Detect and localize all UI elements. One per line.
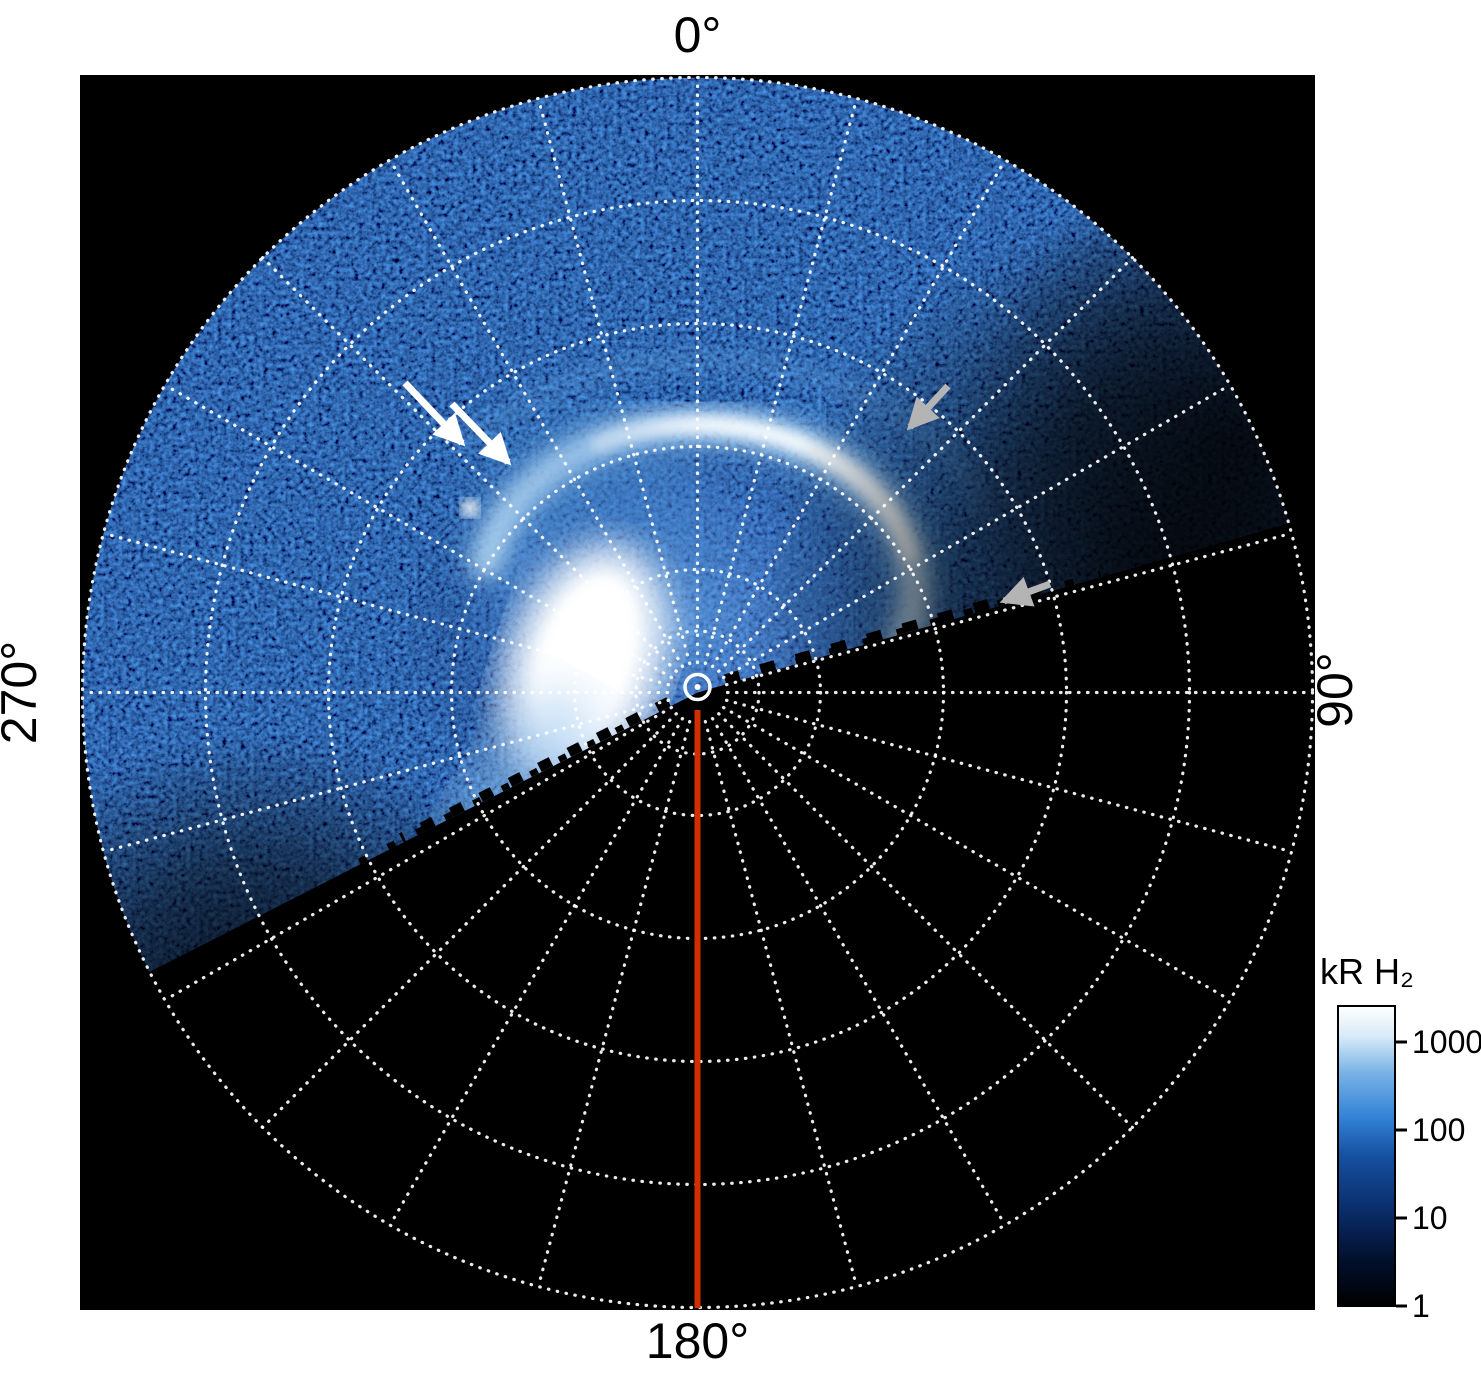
angle-label-top: 0° bbox=[674, 7, 722, 63]
grid-ring bbox=[634, 629, 761, 756]
grid-spoke bbox=[101, 531, 671, 687]
angle-label-bottom: 180° bbox=[646, 1313, 749, 1369]
white-annotation-arrow-2 bbox=[449, 401, 512, 466]
colorbar-title: kR H₂ bbox=[1320, 951, 1414, 992]
colorbar-tick-label-10: 10 bbox=[1412, 1200, 1448, 1236]
colorbar-tick-label-1000: 1000 bbox=[1412, 1024, 1481, 1060]
grid-spoke bbox=[261, 256, 678, 673]
gray-annotation-arrow-1 bbox=[906, 383, 951, 431]
pole-marker bbox=[683, 672, 712, 702]
colorbar-tick-label-1: 1 bbox=[1412, 1288, 1430, 1324]
grid-spoke bbox=[261, 712, 678, 1130]
grid-spoke bbox=[710, 158, 1007, 669]
angle-label-right: 90° bbox=[1307, 652, 1363, 728]
small-bright-spot bbox=[461, 499, 479, 517]
angle-label-left: 270° bbox=[0, 641, 47, 744]
white-annotation-arrow-1 bbox=[402, 380, 466, 447]
grid-ring bbox=[326, 321, 1069, 1064]
grid-spoke bbox=[721, 383, 1232, 680]
gray-annotation-arrow-2 bbox=[999, 576, 1052, 607]
grid-spoke bbox=[163, 383, 674, 680]
grid-spoke bbox=[721, 705, 1232, 1002]
grid-spoke bbox=[388, 716, 685, 1227]
grid-spoke bbox=[724, 698, 1294, 854]
pole-marker-dot bbox=[694, 684, 701, 690]
grid-spoke bbox=[717, 712, 1135, 1130]
grid-spoke bbox=[536, 719, 692, 1289]
colorbar-gradient bbox=[1337, 1005, 1396, 1307]
colorbar-tick-label-100: 100 bbox=[1412, 1112, 1465, 1148]
grid-spoke bbox=[703, 96, 859, 666]
grid-spoke bbox=[536, 96, 692, 666]
jagged-edge-right-2 bbox=[772, 570, 1103, 677]
grid-spoke bbox=[717, 256, 1135, 673]
grid-spoke bbox=[710, 716, 1007, 1227]
grid-ring bbox=[572, 567, 823, 818]
grid-spoke bbox=[163, 705, 674, 1002]
grid-spoke bbox=[101, 698, 671, 854]
grid-spoke bbox=[388, 158, 685, 669]
grid-spoke bbox=[724, 531, 1294, 687]
grid-ring bbox=[80, 75, 1315, 1310]
grid-spoke bbox=[703, 719, 859, 1289]
colorbar: kR H₂ 1000 100 10 1 bbox=[1320, 951, 1481, 1324]
pole-marker-ring bbox=[683, 672, 712, 702]
